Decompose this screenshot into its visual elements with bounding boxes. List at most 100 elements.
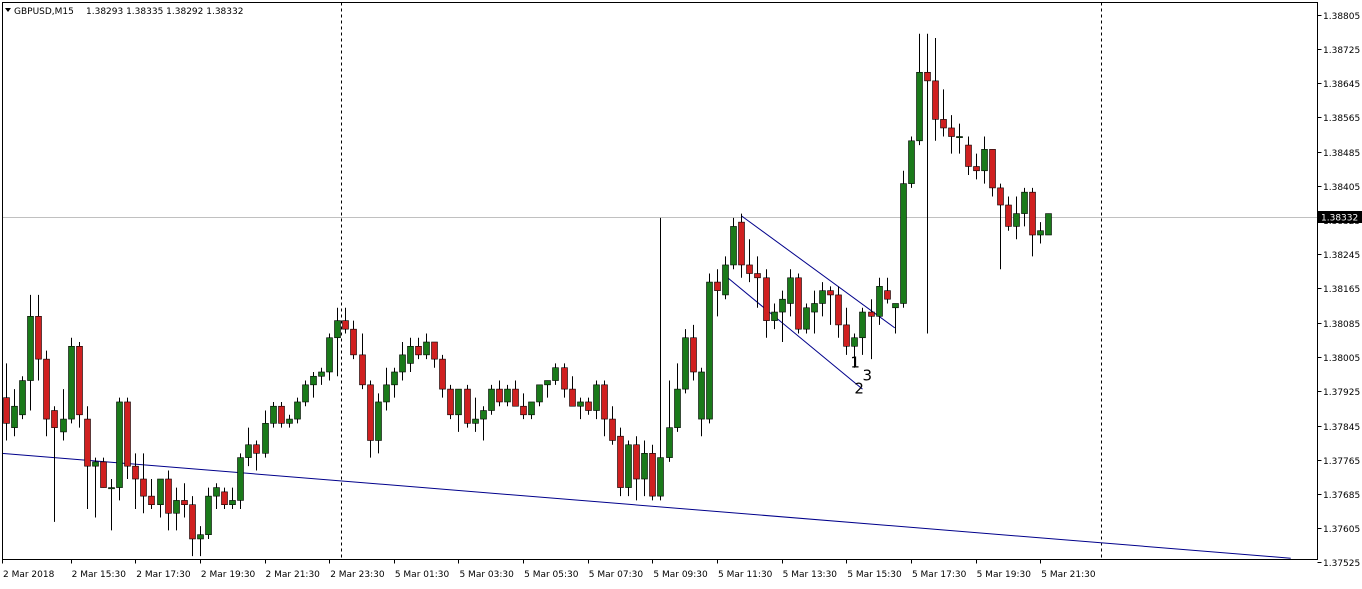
candle[interactable] — [488, 384, 495, 415]
candle[interactable] — [318, 367, 325, 385]
trendline[interactable] — [740, 215, 896, 329]
candle[interactable] — [326, 333, 333, 381]
candle[interactable] — [11, 389, 18, 437]
candle[interactable] — [342, 307, 349, 334]
candle[interactable] — [981, 136, 988, 184]
candle[interactable] — [157, 478, 164, 518]
candle[interactable] — [561, 363, 568, 398]
candle[interactable] — [391, 367, 398, 398]
candle[interactable] — [1037, 222, 1044, 244]
candle[interactable] — [973, 153, 980, 180]
candle[interactable] — [641, 440, 648, 497]
candle[interactable] — [375, 393, 382, 454]
candle[interactable] — [657, 217, 664, 501]
candle[interactable] — [666, 380, 673, 462]
candle[interactable] — [60, 389, 67, 441]
candle[interactable] — [868, 299, 875, 360]
candle[interactable] — [892, 303, 899, 334]
candle[interactable] — [908, 136, 915, 188]
candle[interactable] — [423, 333, 430, 360]
candle[interactable] — [544, 380, 551, 398]
candle[interactable] — [730, 217, 737, 270]
candle[interactable] — [763, 269, 770, 338]
candle[interactable] — [625, 440, 632, 497]
candle[interactable] — [1045, 213, 1052, 236]
candle[interactable] — [84, 406, 91, 509]
candle[interactable] — [585, 397, 592, 415]
candle[interactable] — [997, 183, 1004, 270]
candle[interactable] — [876, 277, 883, 325]
candle[interactable] — [601, 380, 608, 437]
candle[interactable] — [633, 436, 640, 501]
candle[interactable] — [237, 453, 244, 509]
candle[interactable] — [253, 440, 260, 471]
candle[interactable] — [674, 363, 681, 432]
candle[interactable] — [593, 380, 600, 420]
candle[interactable] — [528, 401, 535, 420]
candle[interactable] — [940, 89, 947, 137]
candle[interactable] — [746, 239, 753, 283]
candle[interactable] — [835, 286, 842, 338]
candle[interactable] — [1029, 187, 1036, 257]
candle[interactable] — [827, 286, 834, 325]
candle[interactable] — [27, 294, 34, 411]
candle[interactable] — [722, 256, 729, 300]
candle[interactable] — [698, 367, 705, 437]
candle[interactable] — [116, 397, 123, 501]
candle[interactable] — [455, 388, 462, 432]
candle[interactable] — [270, 401, 277, 428]
candle[interactable] — [221, 487, 228, 509]
candle[interactable] — [464, 384, 471, 428]
candle[interactable] — [819, 282, 826, 317]
candle[interactable] — [569, 376, 576, 407]
candle[interactable] — [859, 307, 866, 355]
candle[interactable] — [989, 149, 996, 197]
candle[interactable] — [262, 410, 269, 458]
candle[interactable] — [706, 273, 713, 424]
candle[interactable] — [367, 380, 374, 458]
candle[interactable] — [649, 444, 656, 501]
trendline[interactable] — [724, 275, 863, 390]
trendline[interactable] — [1, 452, 1291, 559]
candle[interactable] — [19, 376, 26, 420]
candle[interactable] — [609, 406, 616, 445]
trendlines[interactable] — [1, 215, 1291, 559]
candle[interactable] — [884, 277, 891, 304]
dropdown-triangle-icon[interactable] — [5, 8, 11, 12]
candle[interactable] — [1013, 196, 1020, 240]
candle[interactable] — [851, 333, 858, 368]
candle[interactable] — [286, 414, 293, 428]
candle[interactable] — [310, 371, 317, 398]
candle[interactable] — [738, 213, 745, 278]
candle[interactable] — [900, 170, 907, 308]
candle[interactable] — [771, 303, 778, 330]
candle[interactable] — [76, 342, 83, 428]
candle[interactable] — [124, 397, 131, 480]
candle[interactable] — [924, 33, 931, 334]
candle[interactable] — [496, 380, 503, 407]
candle[interactable] — [965, 136, 972, 176]
candle[interactable] — [108, 479, 115, 531]
candle[interactable] — [1005, 196, 1012, 231]
candle[interactable] — [504, 384, 511, 407]
candle[interactable] — [92, 457, 99, 518]
candle[interactable] — [948, 115, 955, 154]
candle[interactable] — [552, 363, 559, 385]
candle[interactable] — [916, 33, 923, 146]
candle[interactable] — [536, 384, 543, 407]
candle[interactable] — [779, 290, 786, 343]
candle[interactable] — [205, 487, 212, 539]
candle[interactable] — [278, 401, 285, 428]
candle[interactable] — [447, 384, 454, 420]
candle[interactable] — [51, 406, 58, 522]
candle[interactable] — [213, 483, 220, 509]
candle[interactable] — [520, 393, 527, 420]
candle[interactable] — [754, 256, 761, 308]
candle[interactable] — [173, 487, 180, 531]
candle[interactable] — [512, 380, 519, 407]
candle[interactable] — [932, 38, 939, 141]
candle[interactable] — [350, 320, 357, 360]
candle[interactable] — [690, 324, 697, 381]
